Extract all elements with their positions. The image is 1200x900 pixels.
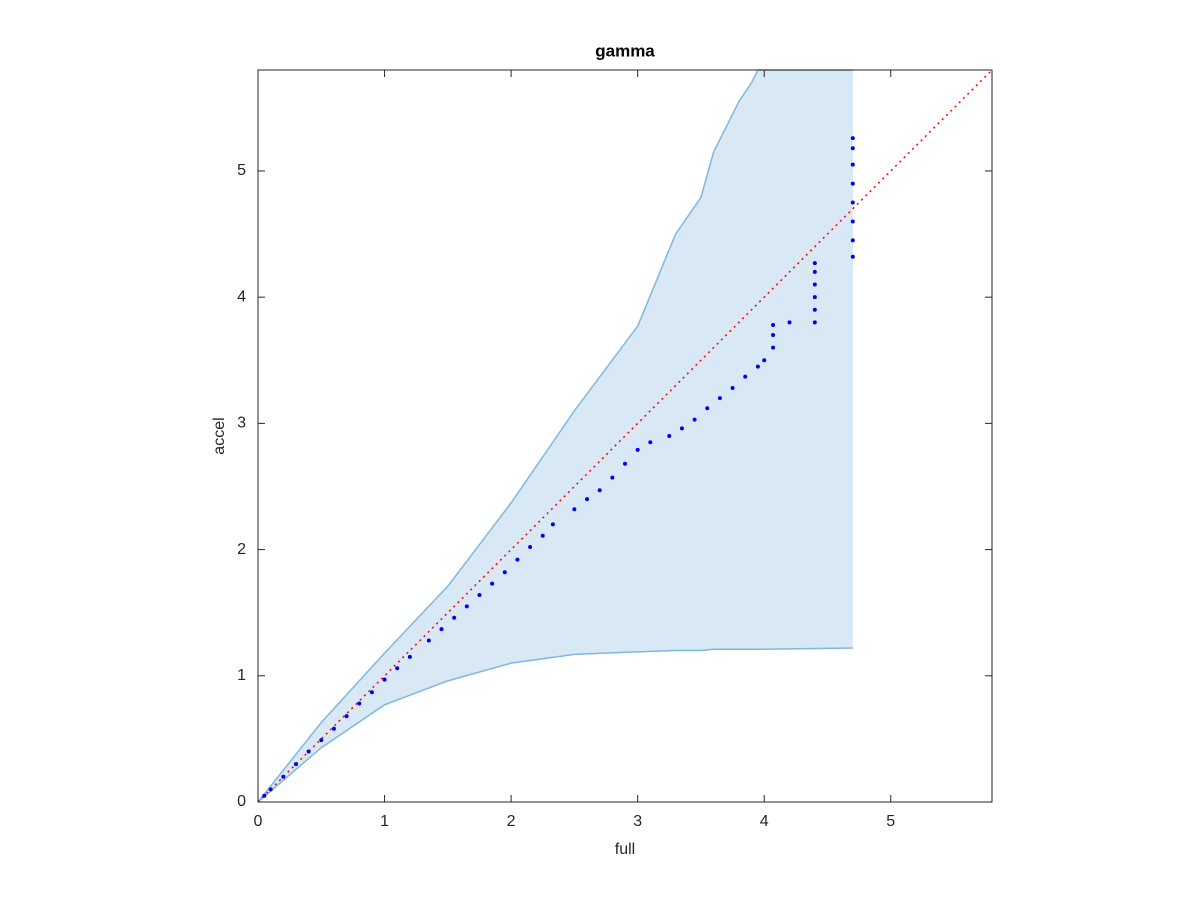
data-point [717,396,722,401]
data-point [812,320,817,325]
x-tick-label: 2 [507,813,516,830]
data-point [426,638,431,643]
data-point [705,406,710,411]
data-point [407,654,412,659]
data-point [850,254,855,259]
data-point [667,434,672,438]
data-point [692,417,697,422]
data-point [293,762,298,767]
y-tick-label: 1 [237,667,246,684]
data-point [464,604,469,609]
data-point [850,200,855,205]
data-point [477,593,482,598]
data-point [369,690,374,695]
data-point [610,475,615,480]
data-point [635,447,640,452]
data-point [439,627,444,632]
y-axis-label: accel [211,417,228,454]
data-point [850,181,855,186]
data-point [572,507,577,512]
data-point [585,497,590,502]
data-point [850,136,855,141]
data-point [597,488,602,493]
data-point [452,615,457,620]
x-tick-label: 3 [633,813,642,830]
chart-title: gamma [595,41,655,60]
data-point [771,322,776,327]
band-upper-edge [257,69,853,803]
data-point [679,426,684,431]
data-point [771,333,776,338]
data-point [623,461,627,466]
data-point [850,219,855,224]
data-point [648,440,653,445]
data-point [382,677,387,682]
data-point [850,146,855,151]
plot-frame [257,69,993,803]
data-point [490,581,495,586]
data-point [787,320,792,325]
y-tick-label: 5 [237,162,246,179]
data-point [281,774,286,779]
x-tick-label: 0 [254,813,263,830]
x-tick-label: 1 [380,813,389,830]
x-tick-label: 4 [760,813,769,830]
data-point [771,345,776,350]
data-point [812,282,817,287]
x-tick-label: 5 [886,813,895,830]
band-lower-edge [257,647,853,803]
confidence-band [258,70,853,802]
data-point [331,726,336,731]
data-point [850,162,855,167]
data-point [755,364,760,369]
data-point [762,358,767,363]
data-point [357,701,362,706]
data-point [306,749,311,754]
y-tick-label: 0 [237,793,246,810]
data-point [528,545,533,550]
data-point [730,386,735,391]
data-point [262,793,267,798]
y-tick-label: 4 [237,288,246,305]
data-point [812,295,817,300]
data-point [319,738,324,743]
data-point [540,533,545,538]
x-axis-label: full [615,841,635,858]
data-point [550,522,555,527]
y-tick-label: 3 [237,415,246,432]
data-point [812,269,817,274]
data-point [515,557,520,562]
y-tick-label: 2 [237,541,246,558]
data-point [812,307,817,312]
data-point [395,666,400,671]
data-point [743,374,748,379]
data-point [268,787,273,792]
data-point [344,714,349,719]
data-point [850,238,855,243]
data-point [502,570,507,575]
data-point [812,261,817,266]
